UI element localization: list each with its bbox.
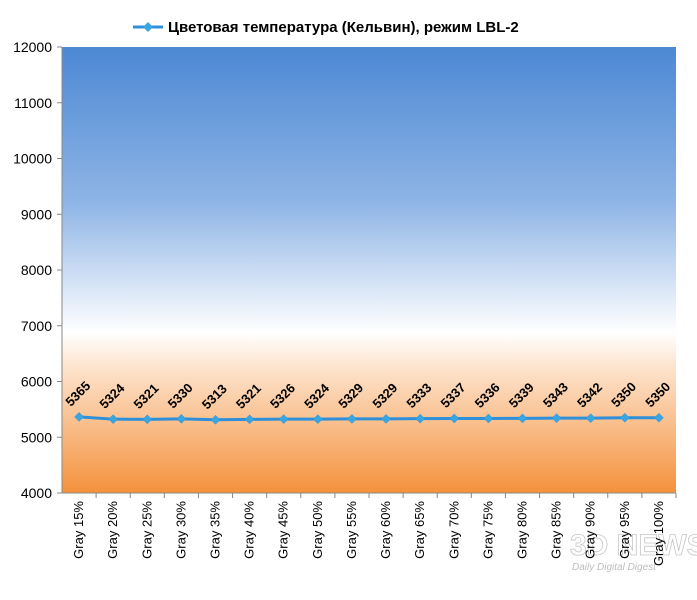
legend: Цветовая температура (Кельвин), режим LB… <box>133 19 519 36</box>
x-tick-label: Gray 70% <box>446 501 461 559</box>
point <box>244 414 255 425</box>
legend-marker <box>143 22 153 32</box>
y-tick-label: 11000 <box>14 95 52 111</box>
x-tick-label: Gray 100% <box>651 501 666 566</box>
watermark: 3D NEWS Daily Digital Digest <box>570 529 697 573</box>
point <box>415 413 426 424</box>
y-tick-label: 5000 <box>21 429 52 445</box>
x-tick-label: Gray 85% <box>549 501 564 559</box>
point <box>381 414 391 424</box>
y-tick-label: 8000 <box>21 262 52 278</box>
point <box>483 413 494 424</box>
x-tick-label: Gray 65% <box>412 501 427 559</box>
point <box>551 413 562 423</box>
y-tick-label: 10000 <box>13 151 52 167</box>
y-tick-label: 6000 <box>21 374 52 390</box>
legend-label: Цветовая температура (Кельвин), режим LB… <box>168 19 519 36</box>
plot-area <box>62 47 676 493</box>
point <box>74 412 84 422</box>
watermark-title: 3D NEWS <box>570 529 697 562</box>
x-tick-label: Gray 35% <box>208 501 223 559</box>
point <box>347 414 357 424</box>
point <box>210 414 221 425</box>
point <box>312 414 323 425</box>
point <box>619 412 630 423</box>
x-tick-label: Gray 40% <box>242 501 257 559</box>
series-line <box>78 415 659 422</box>
point <box>654 412 664 423</box>
x-tick-label: Gray 30% <box>173 501 188 559</box>
point <box>449 413 460 424</box>
x-tick-label: Gray 25% <box>139 501 154 559</box>
point <box>142 414 153 425</box>
watermark-subtitle: Daily Digital Digest <box>572 562 657 573</box>
point <box>278 414 289 424</box>
x-tick-label: Gray 50% <box>310 501 325 559</box>
point <box>176 413 187 424</box>
x-tick-label: Gray 20% <box>105 501 120 559</box>
point <box>108 414 119 425</box>
x-tick-label: Gray 55% <box>344 501 359 559</box>
x-tick-label: Gray 75% <box>480 501 495 559</box>
x-tick-label: Gray 60% <box>378 501 393 559</box>
y-tick-label: 7000 <box>21 318 52 334</box>
x-tick-label: Gray 15% <box>71 501 86 559</box>
x-tick-label: Gray 80% <box>515 501 530 559</box>
point <box>517 413 528 424</box>
x-tick-label: Gray 95% <box>617 501 632 559</box>
x-tick-label: Gray 90% <box>583 501 598 559</box>
y-tick-label: 4000 <box>21 485 52 501</box>
x-tick-label: Gray 45% <box>276 501 291 559</box>
point <box>585 413 596 424</box>
y-tick-label: 9000 <box>21 206 52 222</box>
y-tick-label: 12000 <box>13 39 52 55</box>
